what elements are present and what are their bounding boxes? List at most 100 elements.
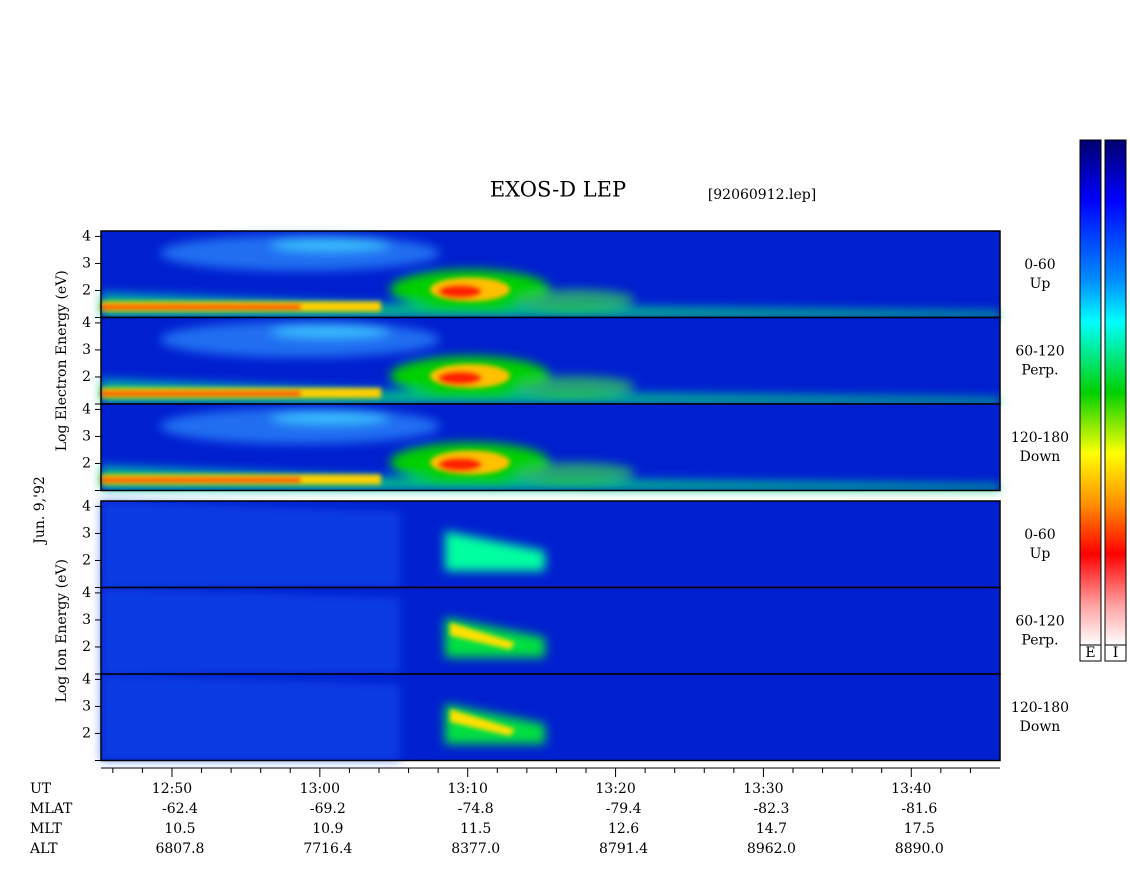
panel-label: 0-60 <box>1024 257 1055 273</box>
y-tick-label: 4 <box>82 315 91 331</box>
x-tick-label: 13:00 <box>300 781 340 797</box>
feature <box>101 501 400 588</box>
x-tick-label: 13:30 <box>743 781 783 797</box>
panel-label: Perp. <box>1021 363 1058 379</box>
orbit-value: 10.9 <box>312 821 343 837</box>
y-tick-label: 3 <box>82 342 91 358</box>
spectrogram-core <box>101 450 510 485</box>
feature <box>101 477 301 483</box>
y-tick-label: 4 <box>82 671 91 687</box>
panel <box>101 501 1000 588</box>
feature <box>101 472 1000 490</box>
spectrogram-core <box>450 709 515 736</box>
orbit-value: 8962.0 <box>747 841 796 857</box>
orbit-value: 8377.0 <box>451 841 500 857</box>
spectrogram-features <box>101 501 545 588</box>
y-tick-label: 3 <box>82 612 91 628</box>
x-tick-label: 12:50 <box>152 781 192 797</box>
colorbar-label: E <box>1085 645 1095 661</box>
y-tick-label: 3 <box>82 525 91 541</box>
panel <box>101 231 1000 318</box>
orbit-value: 7716.4 <box>303 841 352 857</box>
y-tick-label: 3 <box>82 255 91 271</box>
row-label: MLT <box>30 821 62 837</box>
feature <box>101 674 400 761</box>
row-label: MLAT <box>30 801 73 817</box>
orbit-value: 8791.4 <box>599 841 648 857</box>
orbit-value: 6807.8 <box>155 841 204 857</box>
feature <box>101 304 301 310</box>
panel-label: 0-60 <box>1024 527 1055 543</box>
panel-label: Down <box>1020 449 1061 465</box>
y-tick-label: 4 <box>82 585 91 601</box>
panel <box>101 317 1000 404</box>
feature <box>101 386 1000 403</box>
panel <box>101 674 1000 761</box>
row-label: UT <box>30 781 52 797</box>
orbit-value: 11.5 <box>460 821 491 837</box>
x-tick-label: 13:40 <box>891 781 931 797</box>
colorbar-box <box>1079 644 1102 662</box>
panel-label: 120-180 <box>1011 700 1069 716</box>
x-tick-label: 13:10 <box>448 781 488 797</box>
x-tick-label: 13:20 <box>595 781 635 797</box>
panel <box>101 404 1000 491</box>
feature <box>270 411 390 425</box>
orbit-value: 14.7 <box>756 821 787 837</box>
orbit-value: -69.2 <box>310 801 346 817</box>
y-tick-label: 3 <box>82 698 91 714</box>
colorbar <box>1079 139 1102 646</box>
feature <box>101 391 301 396</box>
feature <box>270 324 390 339</box>
colorbar-label: I <box>1113 645 1119 661</box>
y-axis-label: Log Ion Energy (eV) <box>54 559 70 702</box>
panel-label: Perp. <box>1021 633 1058 649</box>
orbit-value: 17.5 <box>904 821 935 837</box>
spectrogram-features <box>101 408 1000 491</box>
orbit-value: 12.6 <box>608 821 639 837</box>
orbit-value: -74.8 <box>458 801 494 817</box>
feature <box>101 299 1000 317</box>
colorbar <box>1104 139 1127 646</box>
panel-label: Down <box>1020 719 1061 735</box>
feature <box>450 709 515 736</box>
panel-label: 60-120 <box>1015 614 1064 630</box>
feature <box>438 457 482 472</box>
chart-title: EXOS-D LEP <box>490 178 626 202</box>
row-label: ALT <box>29 841 58 857</box>
colorbar-box <box>1104 644 1127 662</box>
feature <box>515 462 635 483</box>
feature <box>450 622 515 650</box>
feature <box>515 289 635 310</box>
y-tick-label: 4 <box>82 498 91 514</box>
spectrogram-core <box>101 364 510 398</box>
panel-frame <box>100 673 1001 762</box>
spectrogram-core <box>450 622 515 650</box>
y-tick-label: 4 <box>82 401 91 417</box>
y-axis-label: Log Electron Energy (eV) <box>54 270 70 451</box>
orbit-value: -62.4 <box>162 801 198 817</box>
panel <box>101 587 1000 674</box>
feature <box>515 376 635 396</box>
panel-label: Up <box>1030 276 1051 292</box>
y-tick-label: 2 <box>82 552 91 568</box>
orbit-value: 8890.0 <box>895 841 944 857</box>
feature <box>438 371 482 385</box>
subtitle: [92060912.lep] <box>708 187 816 203</box>
y-tick-label: 4 <box>82 228 91 244</box>
y-tick-label: 2 <box>82 369 91 385</box>
panel-label: 60-120 <box>1015 344 1064 360</box>
feature <box>101 587 400 674</box>
y-tick-label: 2 <box>82 725 91 741</box>
y-tick-label: 2 <box>82 455 91 471</box>
feature <box>270 238 390 252</box>
y-tick-label: 2 <box>82 639 91 655</box>
feature <box>438 284 482 299</box>
feature <box>445 531 545 571</box>
orbit-value: 10.5 <box>164 821 195 837</box>
orbit-value: -82.3 <box>753 801 789 817</box>
y-tick-label: 2 <box>82 282 91 298</box>
panel-frame <box>100 403 1001 492</box>
orbit-value: -81.6 <box>901 801 937 817</box>
